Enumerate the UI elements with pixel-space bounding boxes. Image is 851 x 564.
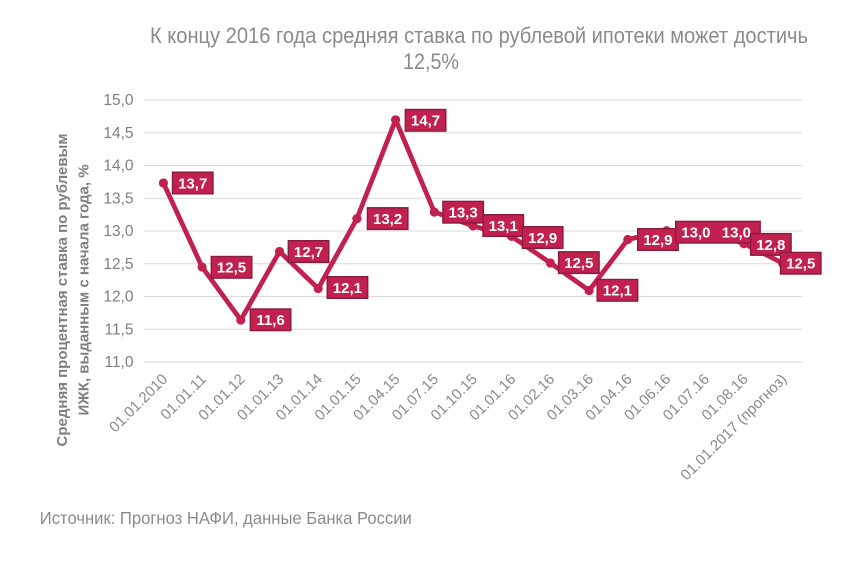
svg-text:13,2: 13,2 bbox=[373, 211, 402, 228]
svg-text:11,5: 11,5 bbox=[104, 321, 133, 338]
svg-text:12,5: 12,5 bbox=[786, 256, 815, 273]
svg-text:12,1: 12,1 bbox=[333, 280, 362, 297]
svg-text:12,7: 12,7 bbox=[294, 244, 323, 261]
svg-text:13,7: 13,7 bbox=[178, 175, 207, 192]
svg-text:15,0: 15,0 bbox=[103, 92, 134, 109]
svg-text:13,5: 13,5 bbox=[103, 190, 133, 207]
svg-text:Средняя процентная ставка по р: Средняя процентная ставка по рублевым bbox=[54, 134, 71, 447]
svg-text:12,5: 12,5 bbox=[564, 255, 593, 272]
svg-text:К концу 2016 года средняя став: К концу 2016 года средняя ставка по рубл… bbox=[150, 23, 808, 48]
svg-text:14,0: 14,0 bbox=[103, 158, 134, 175]
svg-text:14,7: 14,7 bbox=[411, 113, 440, 130]
svg-text:13,0: 13,0 bbox=[681, 225, 710, 242]
svg-text:12,9: 12,9 bbox=[528, 230, 557, 247]
svg-text:11,0: 11,0 bbox=[104, 354, 133, 371]
svg-text:13,0: 13,0 bbox=[722, 225, 751, 242]
svg-text:12,1: 12,1 bbox=[603, 283, 632, 300]
svg-text:13,3: 13,3 bbox=[448, 205, 477, 222]
svg-text:13,1: 13,1 bbox=[489, 218, 518, 235]
svg-text:ИЖК, выданным с начала года, %: ИЖК, выданным с начала года, % bbox=[76, 164, 93, 415]
svg-text:14,5: 14,5 bbox=[103, 125, 133, 142]
svg-text:12,5: 12,5 bbox=[103, 256, 133, 273]
svg-text:12,8: 12,8 bbox=[756, 237, 785, 254]
svg-text:13,0: 13,0 bbox=[103, 223, 134, 240]
svg-text:12,9: 12,9 bbox=[643, 232, 672, 249]
svg-text:11,6: 11,6 bbox=[256, 312, 284, 329]
svg-text:12,5: 12,5 bbox=[217, 260, 246, 277]
svg-text:Источник: Прогноз НАФИ, данные: Источник: Прогноз НАФИ, данные Банка Рос… bbox=[40, 508, 412, 528]
svg-text:12,5%: 12,5% bbox=[403, 49, 459, 74]
svg-text:12,0: 12,0 bbox=[103, 289, 134, 306]
